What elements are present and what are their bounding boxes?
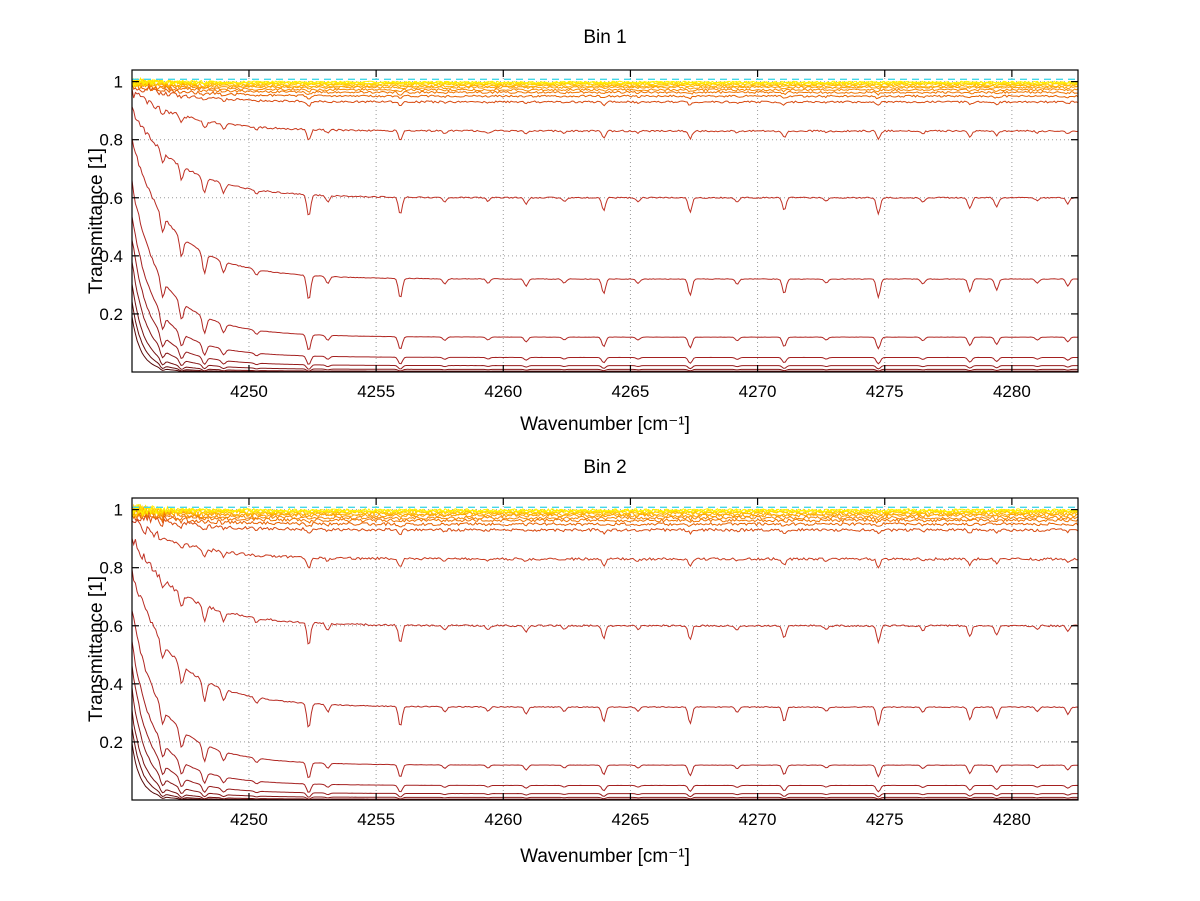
- series-line: [131, 610, 1079, 779]
- y-tick-label: 0.2: [99, 305, 123, 324]
- y-axis-label: Transmittance [1]: [86, 147, 107, 295]
- x-tick-label: 4270: [739, 382, 777, 401]
- y-tick-label: 0.6: [99, 617, 123, 636]
- x-tick-label: 4275: [866, 810, 904, 829]
- series-line: [131, 504, 1079, 516]
- x-axis-label: Wavenumber [cm⁻¹]: [520, 414, 690, 435]
- series-line: [131, 80, 1079, 90]
- series-line: [131, 507, 1079, 524]
- x-tick-label: 4270: [739, 810, 777, 829]
- y-tick-label: 0.4: [99, 675, 123, 694]
- x-tick-label: 4265: [612, 810, 650, 829]
- series-line: [131, 510, 1079, 536]
- axes-frame: [131, 497, 1079, 801]
- x-tick-label: 4280: [993, 810, 1031, 829]
- plot-area-bin-1: 4250 4255 4260 4265 4270 4275 4280 0.2 0.4 0.6 0.8…: [99, 69, 1079, 401]
- series-line: [131, 106, 1079, 216]
- x-tick-label: 4275: [866, 382, 904, 401]
- chart-title: Bin 2: [583, 457, 627, 478]
- series-line: [131, 519, 1079, 569]
- series-line: [131, 80, 1079, 100]
- series-line: [131, 641, 1079, 793]
- series-line: [131, 78, 1079, 96]
- chart-panel-bin-2: 4250 4255 4260 4265 4270 4275 4280 0.2 0.4 0.6 0.8…: [0, 450, 1200, 901]
- series-line: [131, 138, 1079, 300]
- axes-frame: [131, 69, 1079, 373]
- y-tick-label: 0.8: [99, 131, 123, 150]
- series-line: [131, 261, 1079, 372]
- series-line: [131, 78, 1079, 89]
- y-tick-label: 0.4: [99, 247, 123, 266]
- series-line: [131, 569, 1079, 728]
- series-line: [131, 88, 1079, 141]
- series-line: [131, 506, 1079, 528]
- series-line: [131, 665, 1079, 798]
- y-axis-label: Transmittance [1]: [86, 575, 107, 723]
- series-line: [131, 504, 1079, 519]
- series-line: [131, 180, 1079, 350]
- series-line: [131, 240, 1078, 370]
- x-tick-label: 4265: [612, 382, 650, 401]
- series-line: [131, 709, 1079, 801]
- series-line: [131, 216, 1079, 365]
- series-line: [131, 82, 1079, 107]
- series-line: [131, 77, 1079, 88]
- series-line: [131, 78, 1079, 88]
- x-axis-label: Wavenumber [cm⁻¹]: [520, 846, 690, 867]
- series-line: [131, 687, 1078, 800]
- series-line: [131, 505, 1079, 522]
- series-line: [131, 538, 1079, 645]
- plot-area-bin-2: 4250 4255 4260 4265 4270 4275 4280 0.2 0.4 0.6 0.8…: [99, 497, 1079, 829]
- chart-panel-bin-1: 4250 4255 4260 4265 4270 4275 4280 0.2 0.4 0.6 0.8…: [0, 0, 1200, 450]
- series-line: [131, 504, 1079, 519]
- x-tick-label: 4250: [230, 382, 268, 401]
- y-tick-label: 0.8: [99, 559, 123, 578]
- y-tick-label: 0.6: [99, 189, 123, 208]
- y-tick-label: 1: [114, 501, 123, 520]
- x-tick-label: 4260: [484, 810, 522, 829]
- chart-title: Bin 1: [583, 27, 627, 48]
- x-tick-label: 4280: [993, 382, 1031, 401]
- x-tick-label: 4250: [230, 810, 268, 829]
- x-tick-label: 4260: [484, 382, 522, 401]
- x-tick-label: 4255: [357, 382, 395, 401]
- series-line: [131, 283, 1078, 373]
- y-tick-label: 0.2: [99, 733, 123, 752]
- y-tick-label: 1: [114, 73, 123, 92]
- x-tick-label: 4255: [357, 810, 395, 829]
- series-line: [131, 80, 1079, 93]
